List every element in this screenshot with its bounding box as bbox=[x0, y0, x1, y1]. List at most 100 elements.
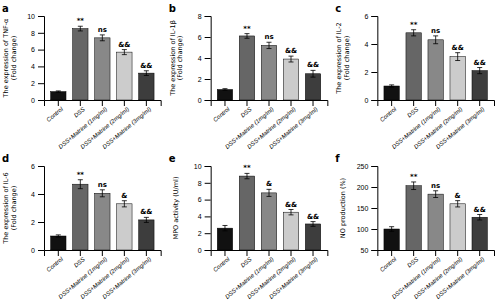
y-axis-title: The expression of IL-1β(Fold change) bbox=[169, 20, 185, 97]
figure: 0246810 ControlDSSDSS+Matrine (1mg/ml)DSS… bbox=[0, 0, 500, 300]
bar bbox=[217, 90, 232, 101]
x-tick-mark bbox=[58, 100, 59, 106]
annotation: && bbox=[474, 206, 486, 214]
y-tick: 0 bbox=[31, 247, 44, 254]
y-tick-mark bbox=[371, 250, 377, 251]
x-tick-mark bbox=[124, 250, 125, 256]
x-tick: Control bbox=[45, 100, 64, 123]
bar bbox=[406, 186, 421, 250]
y-tick-label: 100 bbox=[357, 226, 369, 233]
y-axis-title: The expression of IL-2(Fold change) bbox=[335, 22, 351, 95]
y-tick-mark bbox=[205, 166, 211, 167]
bar bbox=[261, 193, 276, 250]
plot-area bbox=[217, 34, 320, 100]
x-tick: DSS+Matrine (3mg/ml) bbox=[101, 100, 152, 150]
y-axis-title: The expression of TNF-α(Fold change) bbox=[2, 19, 18, 99]
error-bar bbox=[289, 56, 294, 62]
y-tick: 2 bbox=[198, 230, 211, 237]
bar bbox=[139, 220, 154, 250]
y-axis: 02468 bbox=[198, 13, 211, 104]
y-tick-mark bbox=[371, 229, 377, 230]
annotation: ns bbox=[98, 26, 107, 34]
bar bbox=[283, 59, 298, 100]
error-bar bbox=[100, 35, 105, 41]
error-bar bbox=[122, 50, 127, 55]
x-tick-mark bbox=[435, 250, 436, 256]
panel: 50100150200250ControlDSSDSS+Matrine (1mg… bbox=[335, 153, 494, 300]
y-axis-title: The expression of IL-6(Fold change) bbox=[2, 172, 18, 245]
y-tick-mark bbox=[38, 16, 44, 17]
x-tick-mark bbox=[457, 100, 458, 106]
y-tick-label: 4 bbox=[198, 55, 202, 62]
annotation: ** bbox=[410, 21, 418, 29]
y-tick-label: 4 bbox=[31, 191, 35, 198]
x-tick-label: DSS+Matrine (3mg/ml) bbox=[101, 256, 152, 300]
y-tick: 4 bbox=[31, 63, 44, 70]
annotation: && bbox=[140, 62, 152, 70]
panel: 0246ControlDSSDSS+Matrine (1mg/ml)DSS+Ma… bbox=[335, 3, 494, 150]
annotation: ** bbox=[77, 17, 85, 25]
x-tick: DSS bbox=[239, 250, 252, 269]
bar bbox=[51, 92, 66, 100]
bar bbox=[472, 217, 487, 250]
y-axis-line bbox=[205, 17, 212, 101]
y-tick: 100 bbox=[357, 226, 378, 233]
error-bar bbox=[244, 173, 249, 178]
x-axis-line bbox=[211, 251, 328, 257]
y-tick: 4 bbox=[364, 41, 377, 48]
y-tick-mark bbox=[371, 100, 377, 101]
x-tick-label: Control bbox=[212, 106, 231, 123]
y-tick-label: 6 bbox=[31, 163, 35, 170]
bar bbox=[117, 52, 132, 100]
y-tick: 2 bbox=[31, 219, 44, 226]
annotation: ns bbox=[264, 33, 273, 41]
panel-label: e bbox=[169, 153, 176, 164]
y-tick-label: 4 bbox=[364, 41, 368, 48]
y-tick: 8 bbox=[198, 13, 211, 20]
y-tick: 250 bbox=[357, 163, 378, 170]
x-tick-mark bbox=[391, 250, 392, 256]
x-tick-mark bbox=[224, 250, 225, 256]
x-tick: DSS bbox=[73, 100, 86, 119]
x-tick: DSS bbox=[406, 250, 419, 269]
y-tick-mark bbox=[38, 50, 44, 51]
x-axis: ControlDSSDSS+Matrine (1mg/ml)DSS+Matrin… bbox=[45, 250, 162, 300]
panel-label: a bbox=[2, 3, 9, 14]
y-tick: 2 bbox=[31, 80, 44, 87]
x-tick: DSS bbox=[239, 100, 252, 119]
y-tick-mark bbox=[38, 66, 44, 67]
x-axis-line bbox=[45, 101, 162, 107]
x-tick-mark bbox=[102, 100, 103, 106]
y-axis: 0246810 bbox=[27, 13, 44, 104]
bar bbox=[217, 228, 232, 250]
x-tick-mark bbox=[246, 250, 247, 256]
y-tick: 0 bbox=[364, 97, 377, 104]
x-tick: DSS+Matrine (3mg/ml) bbox=[435, 250, 486, 300]
y-axis: 0 2 4 6 bbox=[31, 163, 44, 254]
plot-area bbox=[51, 26, 154, 100]
error-bar bbox=[56, 235, 61, 237]
error-bar bbox=[433, 191, 438, 198]
bar bbox=[384, 86, 399, 100]
error-bar bbox=[144, 71, 149, 76]
annotation: && bbox=[118, 41, 130, 49]
error-bar bbox=[100, 190, 105, 197]
error-bar bbox=[144, 217, 149, 222]
y-tick-mark bbox=[38, 83, 44, 84]
y-tick-label: 50 bbox=[361, 247, 369, 254]
error-bar bbox=[477, 68, 482, 74]
x-tick: Control bbox=[379, 250, 398, 273]
y-tick-label: 4 bbox=[31, 63, 35, 70]
bar bbox=[406, 33, 421, 100]
y-tick: 150 bbox=[357, 205, 378, 212]
x-tick-label: DSS bbox=[73, 106, 86, 119]
y-tick-label: 150 bbox=[357, 205, 369, 212]
plot-area bbox=[51, 180, 154, 250]
y-axis: 0246810 bbox=[194, 163, 211, 254]
y-tick: 0 bbox=[31, 97, 44, 104]
y-tick: 6 bbox=[364, 13, 377, 20]
y-tick-label: 8 bbox=[198, 180, 202, 187]
x-axis-line bbox=[211, 101, 328, 107]
y-axis-line bbox=[371, 167, 378, 251]
bar bbox=[51, 236, 66, 250]
